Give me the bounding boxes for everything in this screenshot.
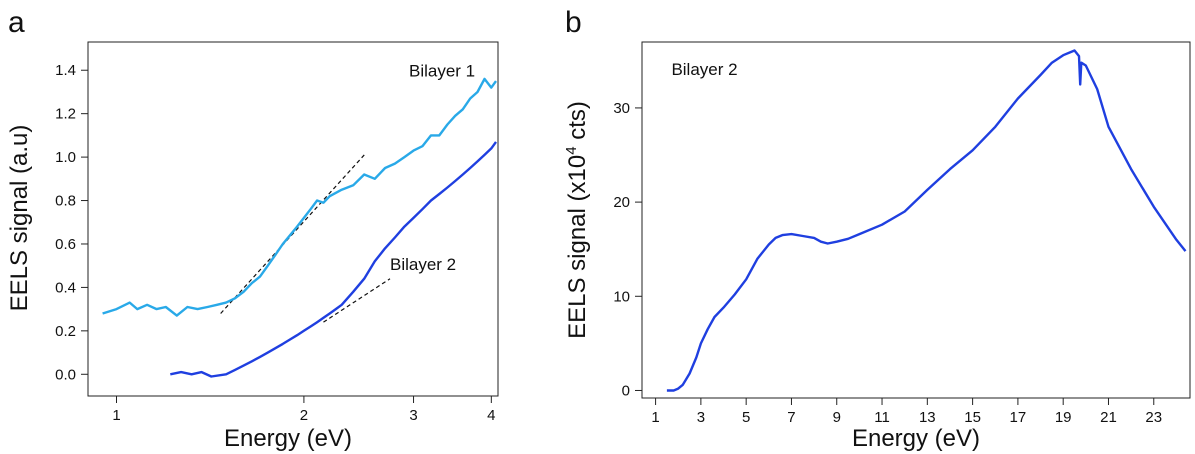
b-x-tick-label: 17 [1010, 409, 1027, 426]
b-x-tick-label: 23 [1145, 409, 1162, 426]
a-y-tick-label: 1.4 [55, 62, 76, 79]
panel-a-x-ticks: 1 2 3 4 [112, 396, 495, 424]
a-y-tick-label: 1.0 [55, 149, 76, 166]
b-y-tick-label: 30 [613, 100, 630, 117]
panel-b-series [666, 49, 1187, 392]
a-y-tick-label: 0.6 [55, 236, 76, 253]
panel-b-y-axis-label-suffix: cts) [564, 101, 591, 146]
b-x-tick-label: 15 [964, 409, 981, 426]
panel-a-series [102, 77, 497, 378]
panel-a-y-ticks: 0.0 0.2 0.4 0.6 0.8 1.0 1.2 1.4 [55, 62, 88, 383]
b-x-tick-label: 21 [1100, 409, 1117, 426]
panel-b-y-axis-label: EELS signal (x104 cts) [563, 101, 591, 339]
panel-b-y-axis-label-main: EELS signal (x10 [564, 155, 591, 339]
a-annotation-1: Bilayer 1 [409, 62, 475, 81]
a-y-tick-label: 0.0 [55, 366, 76, 383]
a-x-tick-label: 3 [409, 407, 417, 424]
b-y-tick-label: 10 [613, 288, 630, 305]
a-x-tick-label: 2 [300, 407, 308, 424]
b-annotation-1: Bilayer 2 [671, 60, 737, 79]
b-x-tick-label: 11 [874, 409, 890, 426]
panel-b-y-axis-label-superscript: 4 [563, 146, 580, 154]
panel-b-plot-frame [641, 41, 1191, 399]
panel-b-letter: b [565, 6, 582, 39]
panel-a: a 1 2 3 4 0.0 0.2 0.4 0.6 0.8 1.0 1.2 1.4 Bilayer … [6, 6, 499, 452]
b-y-tick-label: 20 [613, 194, 630, 211]
panel-a-plot-frame [87, 41, 499, 397]
a-y-tick-label: 0.4 [55, 279, 76, 296]
a-fit-line-2 [323, 278, 391, 323]
a-series-line-1 [102, 77, 497, 317]
b-x-tick-label: 1 [651, 409, 659, 426]
panel-b-annotations: Bilayer 2 [671, 60, 737, 79]
b-x-tick-label: 7 [787, 409, 795, 426]
b-x-tick-label: 5 [742, 409, 750, 426]
b-x-tick-label: 19 [1055, 409, 1072, 426]
b-x-tick-label: 3 [697, 409, 705, 426]
a-fit-line-1 [220, 154, 365, 314]
a-y-tick-label: 0.8 [55, 193, 76, 210]
a-annotation-2: Bilayer 2 [390, 255, 456, 274]
panel-a-letter: a [8, 6, 25, 39]
panel-a-annotations: Bilayer 1 Bilayer 2 [390, 62, 475, 274]
a-y-tick-label: 0.2 [55, 323, 76, 340]
panel-a-y-axis-label: EELS signal (a.u) [6, 125, 33, 312]
a-x-tick-label: 4 [487, 407, 495, 424]
a-x-tick-label: 1 [112, 407, 120, 424]
a-y-tick-label: 1.2 [55, 106, 76, 123]
panel-b-x-axis-label: Energy (eV) [852, 425, 980, 452]
panel-b-x-ticks: 1 3 5 7 9 11 13 15 17 19 21 23 [651, 398, 1162, 426]
panel-b-y-ticks: 0 10 20 30 [613, 100, 642, 399]
b-x-tick-label: 9 [833, 409, 841, 426]
b-y-tick-label: 0 [622, 382, 630, 399]
a-series-line-2 [170, 141, 497, 378]
panel-a-fit-lines [220, 154, 391, 323]
b-series-line-1 [666, 49, 1187, 392]
panel-a-x-axis-label: Energy (eV) [224, 425, 352, 452]
b-x-tick-label: 13 [919, 409, 936, 426]
